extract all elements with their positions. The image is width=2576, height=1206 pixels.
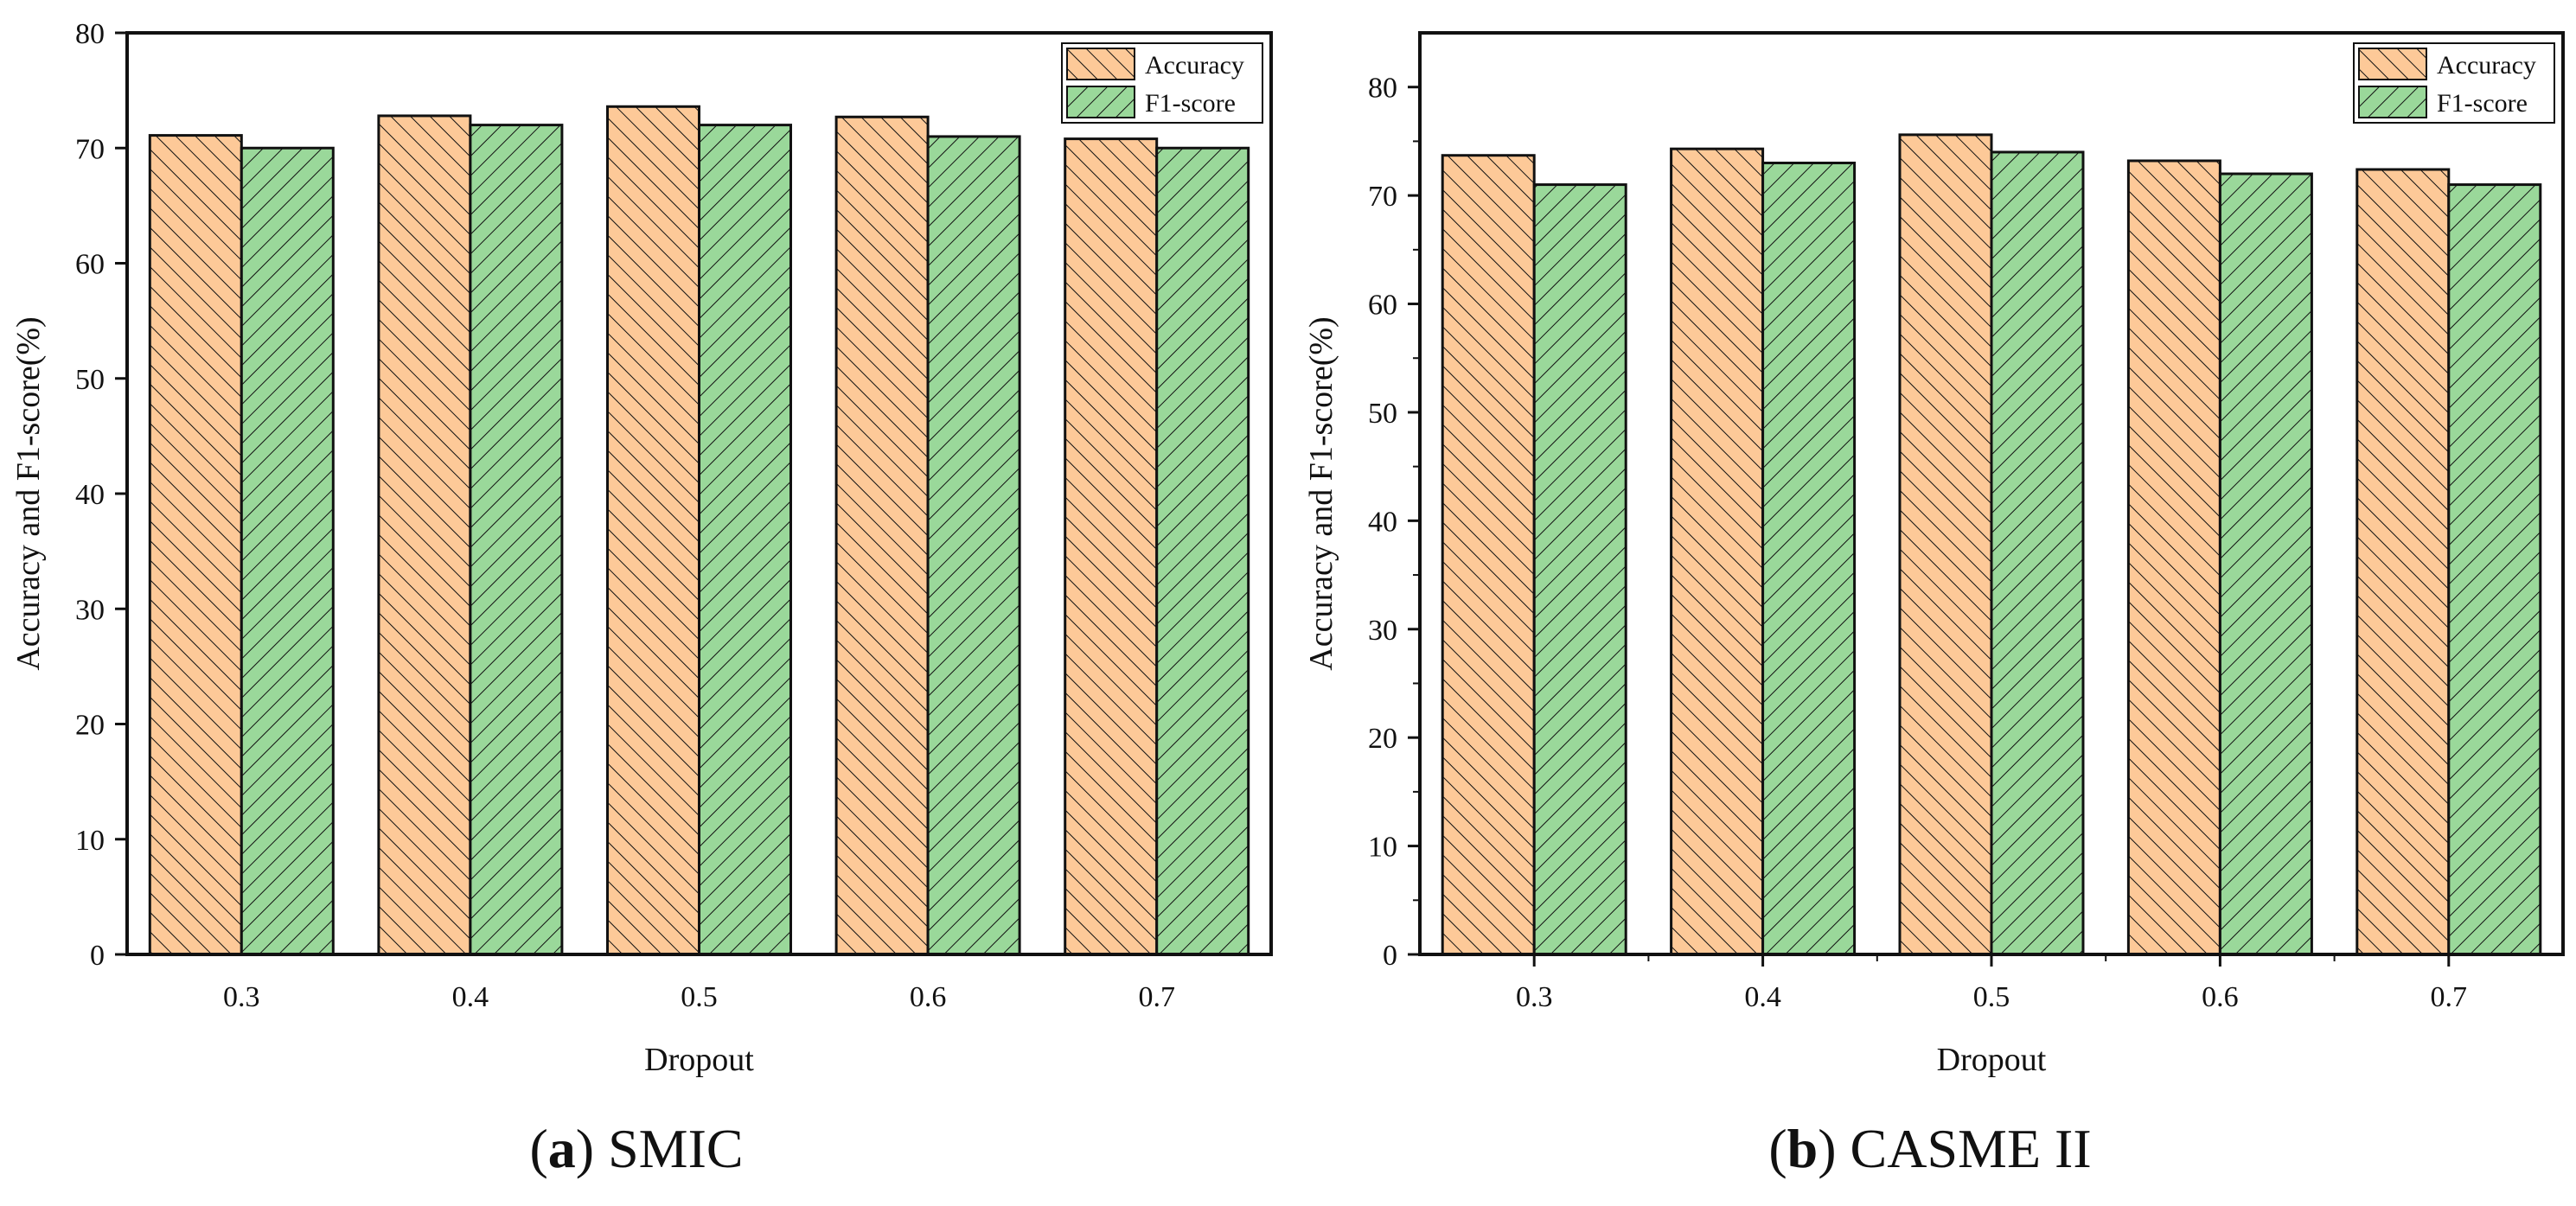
y-axis-title-panel-a: Accuracy and F1-score(%) <box>10 316 47 670</box>
bar-hatch-f1-score-0.6-panel-a <box>926 135 1021 956</box>
y-tick-label-70-panel-a: 70 <box>75 133 105 165</box>
bar-hatch-accuracy-0.3-panel-a <box>148 134 243 956</box>
x-tick-label-0.3-panel-a: 0.3 <box>223 981 260 1013</box>
y-tick-label-30-panel-b: 30 <box>1368 615 1397 647</box>
caption-open-paren-panel-a: ( <box>529 1118 547 1179</box>
caption-close-paren-panel-b: ) <box>1818 1118 1850 1179</box>
y-tick-label-0-panel-b: 0 <box>1383 940 1397 972</box>
bar-hatch-f1-score-0.5-panel-b <box>1990 150 2085 956</box>
legend-swatch-hatch-accuracy-panel-b <box>2358 48 2427 80</box>
y-tick-label-20-panel-a: 20 <box>75 710 105 742</box>
bar-hatch-f1-score-0.5-panel-a <box>698 124 792 956</box>
caption-panel-a: (a) SMIC <box>529 1118 743 1179</box>
bar-hatch-accuracy-0.5-panel-a <box>606 105 700 956</box>
legend-swatch-hatch-f1-score-panel-a <box>1066 86 1135 118</box>
caption-open-paren-panel-b: ( <box>1768 1118 1787 1179</box>
x-tick-label-0.6-panel-b: 0.6 <box>2202 981 2239 1013</box>
chart-panel-smic: 0 10 20 30 40 50 60 70 80 0.3 0.4 0.5 0.6 0.7 Accuracy… <box>10 18 1273 1179</box>
legend-label-accuracy-panel-b: Accuracy <box>2437 51 2536 80</box>
bar-hatch-accuracy-0.7-panel-b <box>2355 168 2451 956</box>
bar-hatch-accuracy-0.6-panel-a <box>834 115 930 956</box>
legend-label-f1-score-panel-a: F1-score <box>1145 89 1236 118</box>
x-axis-title-panel-a: Dropout <box>644 1042 754 1078</box>
legend-label-accuracy-panel-a: Accuracy <box>1145 51 1244 80</box>
y-tick-label-80-panel-b: 80 <box>1368 73 1397 105</box>
y-tick-label-50-panel-a: 50 <box>75 364 105 396</box>
bar-hatch-f1-score-0.3-panel-b <box>1532 183 1627 956</box>
caption-panel-b: (b) CASME II <box>1768 1118 2091 1179</box>
caption-close-paren-panel-a: ) <box>576 1118 608 1179</box>
y-tick-label-60-panel-b: 60 <box>1368 290 1397 322</box>
y-tick-label-40-panel-a: 40 <box>75 479 105 511</box>
bar-hatch-accuracy-0.3-panel-b <box>1441 154 1536 956</box>
legend-label-f1-score-panel-b: F1-score <box>2437 89 2528 118</box>
y-tick-label-60-panel-a: 60 <box>75 249 105 281</box>
x-tick-label-0.5-panel-a: 0.5 <box>681 981 718 1013</box>
x-tick-label-0.3-panel-b: 0.3 <box>1516 981 1553 1013</box>
y-tick-label-10-panel-a: 10 <box>75 825 105 857</box>
y-tick-label-70-panel-b: 70 <box>1368 181 1397 213</box>
legend-swatch-hatch-f1-score-panel-b <box>2358 86 2427 118</box>
bar-hatch-f1-score-0.7-panel-b <box>2447 183 2542 956</box>
x-tick-label-0.7-panel-a: 0.7 <box>1138 981 1175 1013</box>
x-tick-label-0.7-panel-b: 0.7 <box>2431 981 2468 1013</box>
bar-hatch-f1-score-0.4-panel-a <box>469 124 564 956</box>
caption-text-panel-b: CASME II <box>1851 1118 2092 1179</box>
caption-letter-panel-b: b <box>1787 1118 1819 1179</box>
y-tick-label-80-panel-a: 80 <box>75 18 105 50</box>
y-axis-title-panel-b: Accuracy and F1-score(%) <box>1303 316 1339 670</box>
x-tick-label-0.5-panel-b: 0.5 <box>1973 981 2010 1013</box>
bar-hatch-f1-score-0.6-panel-b <box>2218 172 2313 956</box>
y-tick-label-30-panel-a: 30 <box>75 594 105 626</box>
caption-text-panel-a: SMIC <box>608 1118 744 1179</box>
bar-hatch-accuracy-0.7-panel-a <box>1064 137 1159 956</box>
bar-hatch-f1-score-0.7-panel-a <box>1155 146 1250 956</box>
y-tick-label-20-panel-b: 20 <box>1368 723 1397 755</box>
x-tick-label-0.4-panel-b: 0.4 <box>1744 981 1781 1013</box>
bar-hatch-accuracy-0.5-panel-b <box>1898 133 1993 956</box>
chart-panel-casme-ii: 0 10 20 30 40 50 60 70 80 0.3 0.4 0.5 0.6 0.7 Accuracy… <box>1303 31 2565 1179</box>
bar-hatch-f1-score-0.3-panel-a <box>240 146 335 956</box>
bar-hatch-accuracy-0.6-panel-b <box>2126 159 2221 956</box>
x-axis-title-panel-b: Dropout <box>1937 1042 2047 1078</box>
legend-swatch-hatch-accuracy-panel-a <box>1066 48 1135 80</box>
y-tick-label-40-panel-b: 40 <box>1368 506 1397 538</box>
caption-letter-panel-a: a <box>548 1118 576 1179</box>
x-tick-label-0.6-panel-a: 0.6 <box>910 981 947 1013</box>
bar-hatch-f1-score-0.4-panel-b <box>1761 161 1857 956</box>
bar-hatch-accuracy-0.4-panel-a <box>377 114 472 956</box>
y-tick-label-0-panel-a: 0 <box>90 940 105 972</box>
bar-hatch-accuracy-0.4-panel-b <box>1670 147 1765 956</box>
x-tick-label-0.4-panel-a: 0.4 <box>452 981 489 1013</box>
y-tick-label-50-panel-b: 50 <box>1368 398 1397 430</box>
y-tick-label-10-panel-b: 10 <box>1368 832 1397 864</box>
